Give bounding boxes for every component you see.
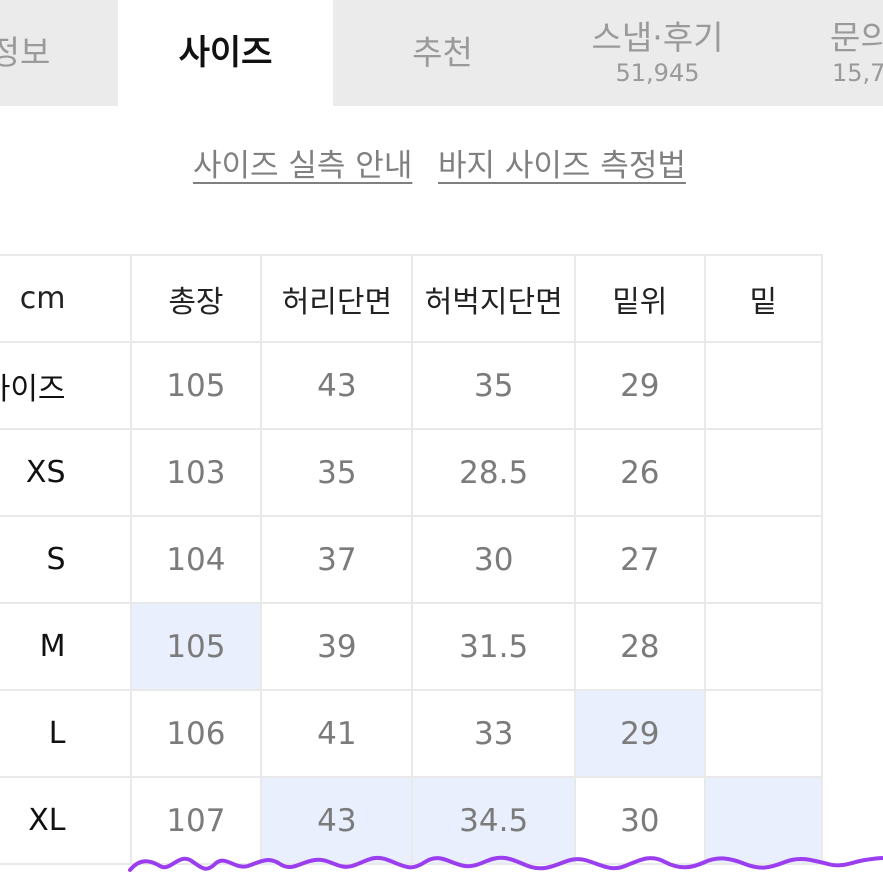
row-label: XL — [0, 776, 132, 865]
table-cell: 28 — [573, 602, 706, 691]
table-cell-highlighted: 105 — [129, 602, 263, 691]
pants-measure-link[interactable]: 바지 사이즈 측정법 — [438, 148, 686, 184]
table-cell — [703, 602, 824, 691]
table-cell: 37 — [260, 515, 414, 604]
header-thigh: 허벅지단면 — [411, 254, 576, 343]
table-cell: 28.5 — [411, 428, 576, 517]
header-total-length: 총장 — [129, 254, 263, 343]
tab-size-label: 사이즈 — [178, 33, 273, 73]
header-unit: cm — [0, 254, 132, 343]
table-cell: 104 — [129, 515, 263, 604]
table-cell-highlighted — [703, 776, 824, 865]
table-cell: 30 — [411, 515, 576, 604]
table-cell: 35 — [411, 341, 576, 430]
size-table: cm 총장 허리단면 허벅지단면 밑위 밑 내 사이즈 105 43 35 29… — [0, 254, 824, 865]
tab-info[interactable]: 정보 — [0, 0, 100, 106]
row-label: L — [0, 689, 132, 778]
table-header-row: cm 총장 허리단면 허벅지단면 밑위 밑 — [0, 254, 824, 343]
table-cell: 43 — [260, 341, 414, 430]
tab-recommend-label: 추천 — [412, 33, 473, 72]
table-row: L 106 41 33 29 — [0, 689, 824, 778]
tab-snap-review-count: 51,945 — [615, 59, 700, 87]
table-cell: 33 — [411, 689, 576, 778]
table-cell: 39 — [260, 602, 414, 691]
table-cell: 29 — [573, 341, 706, 430]
tab-recommend[interactable]: 추천 — [335, 0, 550, 106]
table-cell: 103 — [129, 428, 263, 517]
table-cell-highlighted: 34.5 — [411, 776, 576, 865]
tab-info-label: 정보 — [0, 33, 51, 72]
size-guide-links: 사이즈 실측 안내 바지 사이즈 측정법 — [0, 140, 883, 190]
tab-snap-review-label: 스냅·후기 — [591, 18, 724, 57]
size-guide-link[interactable]: 사이즈 실측 안내 — [193, 148, 413, 184]
row-label: S — [0, 515, 132, 604]
table-row: M 105 39 31.5 28 — [0, 602, 824, 691]
table-cell-highlighted: 43 — [260, 776, 414, 865]
table-row: 내 사이즈 105 43 35 29 — [0, 341, 824, 430]
table-cell: 31.5 — [411, 602, 576, 691]
table-cell: 41 — [260, 689, 414, 778]
tab-inquiry[interactable]: 문의 15,7 — [790, 0, 883, 106]
table-cell: 27 — [573, 515, 706, 604]
row-label: XS — [0, 428, 132, 517]
table-cell: 26 — [573, 428, 706, 517]
table-cell — [703, 515, 824, 604]
table-row: S 104 37 30 27 — [0, 515, 824, 604]
table-cell-highlighted: 29 — [573, 689, 706, 778]
row-label: 내 사이즈 — [0, 341, 132, 430]
table-cell: 30 — [573, 776, 706, 865]
table-cell: 105 — [129, 341, 263, 430]
table-cell — [703, 428, 824, 517]
tab-inquiry-count: 15,7 — [832, 59, 883, 87]
table-cell: 107 — [129, 776, 263, 865]
table-row: XL 107 43 34.5 30 — [0, 776, 824, 865]
table-cell: 106 — [129, 689, 263, 778]
header-rise: 밑위 — [573, 254, 706, 343]
table-cell — [703, 689, 824, 778]
tab-bar: 정보 사이즈 추천 스냅·후기 51,945 문의 15,7 — [0, 0, 883, 106]
tab-size[interactable]: 사이즈 — [118, 0, 333, 106]
row-label: M — [0, 602, 132, 691]
header-waist: 허리단면 — [260, 254, 414, 343]
table-row: XS 103 35 28.5 26 — [0, 428, 824, 517]
table-cell — [703, 341, 824, 430]
tab-inquiry-label: 문의 — [830, 18, 883, 57]
header-hem: 밑 — [703, 254, 824, 343]
table-cell: 35 — [260, 428, 414, 517]
tab-snap-review[interactable]: 스냅·후기 51,945 — [550, 0, 765, 106]
